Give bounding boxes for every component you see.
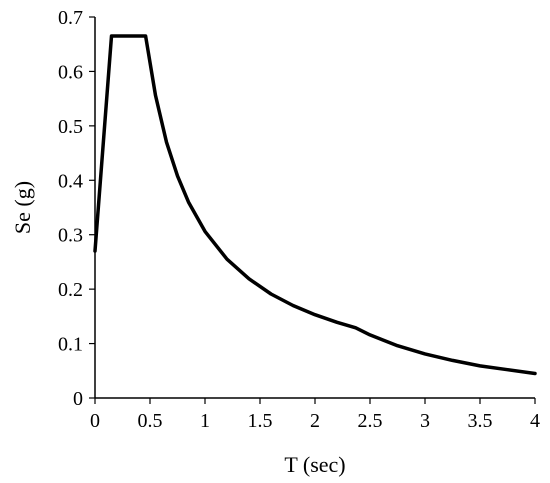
x-ticks: 0 0.5 1 1.5 2 2.5 3 3.5 4 <box>90 398 540 432</box>
series-layer <box>93 34 537 376</box>
y-tick-label: 0.6 <box>58 61 83 83</box>
x-tick-label: 3.5 <box>468 410 493 432</box>
y-tick-label: 0.5 <box>58 116 83 138</box>
spectrum-series-line <box>93 34 537 376</box>
x-tick-label: 0 <box>90 410 100 432</box>
y-tick-label: 0.7 <box>58 7 83 29</box>
x-axis-title: T (sec) <box>284 452 345 477</box>
x-tick-label: 3 <box>420 410 430 432</box>
y-axis-title: Se (g) <box>10 181 35 234</box>
x-tick-label: 1.5 <box>248 410 273 432</box>
x-tick-label: 4 <box>530 410 540 432</box>
x-tick-label: 2.5 <box>358 410 383 432</box>
y-ticks: 0 0.1 0.2 0.3 0.4 0.5 0.6 0.7 <box>58 7 95 410</box>
x-tick-label: 2 <box>310 410 320 432</box>
y-tick-label: 0.3 <box>58 225 83 247</box>
y-tick-label: 0.2 <box>58 279 83 301</box>
y-tick-label: 0.1 <box>58 334 83 356</box>
axes <box>94 17 535 399</box>
x-tick-label: 0.5 <box>138 410 163 432</box>
y-tick-label: 0.4 <box>58 170 83 192</box>
x-tick-label: 1 <box>200 410 210 432</box>
y-tick-label: 0 <box>73 388 83 410</box>
